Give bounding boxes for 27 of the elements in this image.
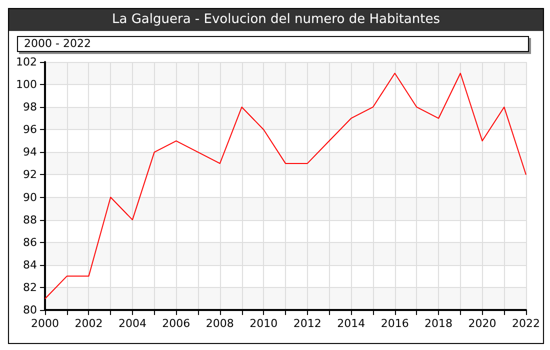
y-tick-label: 94: [23, 146, 37, 159]
y-tick-label: 86: [23, 236, 37, 249]
x-tick-label: 2008: [206, 317, 234, 330]
y-tick-label: 96: [23, 123, 37, 136]
y-tick-label: 82: [23, 280, 37, 294]
x-tick-label: 2002: [74, 317, 103, 330]
y-tick-label: 88: [23, 213, 37, 226]
y-tick-label: 90: [23, 190, 37, 204]
line-series: [44, 72, 527, 300]
y-tick-label: 98: [23, 100, 37, 114]
chart-title: La Galguera - Evolucion del numero de Habitantes: [9, 9, 543, 31]
y-tick-label: 92: [23, 168, 37, 182]
y-tick-label: 102: [16, 56, 37, 68]
x-tick-label: 2010: [250, 317, 278, 330]
chart-subtitle: 2000 - 2022: [17, 36, 529, 52]
x-tick-label: 2000: [31, 317, 59, 330]
x-tick-label: 2012: [293, 317, 322, 330]
x-tick-label: 2022: [512, 317, 540, 330]
y-tick-label: 80: [23, 304, 37, 316]
x-tick-label: 2014: [337, 317, 366, 330]
x-tick-label: 2004: [118, 317, 146, 330]
x-tick-label: 2018: [424, 317, 453, 330]
y-tick-label: 84: [23, 258, 37, 272]
y-tick-label: 100: [16, 78, 37, 92]
x-tick-label: 2016: [380, 317, 409, 330]
x-tick-label: 2020: [468, 317, 496, 330]
x-tick-label: 2006: [162, 317, 190, 330]
